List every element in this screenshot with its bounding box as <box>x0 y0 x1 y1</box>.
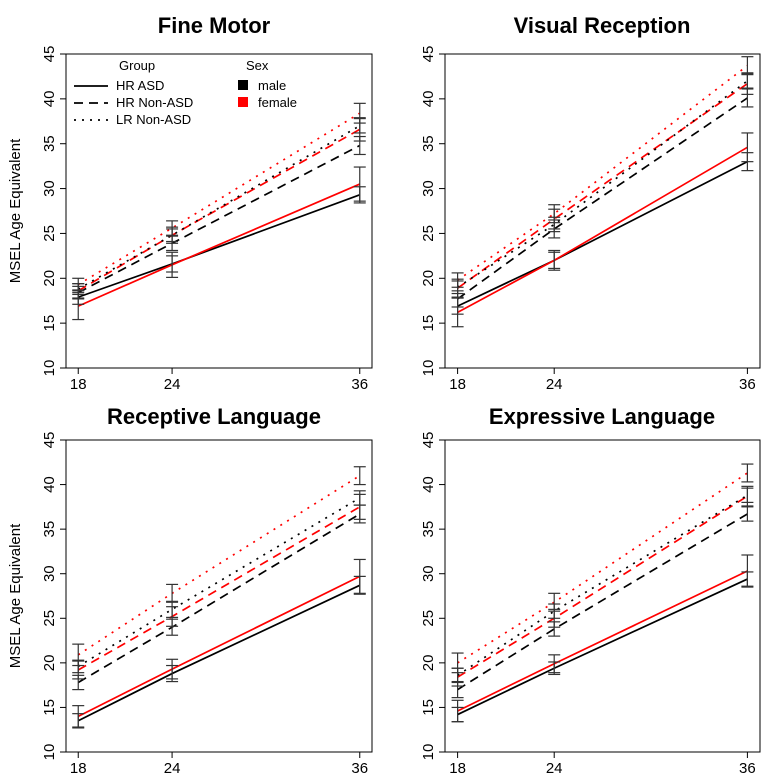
series-line-hr-asd-male <box>77 194 361 298</box>
series-line-hr-asd-male <box>457 160 748 307</box>
x-tick-label: 24 <box>546 760 563 776</box>
x-tick-label: 24 <box>164 760 181 776</box>
x-tick-label: 24 <box>164 376 181 393</box>
y-tick-label: 35 <box>420 135 437 152</box>
legend-sex-title: Sex <box>246 58 269 73</box>
plot-frame <box>65 439 373 753</box>
series-line-lr-non-asd-female <box>77 112 361 286</box>
y-tick-label: 10 <box>420 744 437 761</box>
y-tick-label: 40 <box>41 91 58 108</box>
panel-2: Receptive Language 10 15 20 25 30 35 40 45 18 24 36… <box>7 404 373 776</box>
legend-group-label: HR Non-ASD <box>116 95 193 110</box>
y-tick-label: 10 <box>41 744 58 761</box>
x-tick-label: 18 <box>449 760 466 776</box>
series-line-hr-asd-female <box>77 183 361 307</box>
series-line-hr-asd-female <box>457 146 748 314</box>
x-tick-label: 18 <box>70 376 87 393</box>
x-tick-label: 36 <box>739 760 756 776</box>
y-tick-label: 20 <box>41 655 58 672</box>
panel-title: Fine Motor <box>158 13 271 38</box>
y-tick-label: 20 <box>41 270 58 287</box>
y-tick-label: 15 <box>41 315 58 332</box>
series-line-hr-non-asd-male <box>457 97 748 300</box>
y-tick-label: 40 <box>420 91 437 108</box>
y-tick-label: 45 <box>420 46 437 63</box>
plot-frame <box>65 53 373 369</box>
panel-title: Receptive Language <box>107 404 321 429</box>
y-axis-label: MSEL Age Equivalent <box>7 523 24 668</box>
y-tick-label: 25 <box>41 225 58 242</box>
x-tick-label: 36 <box>739 376 756 393</box>
legend-sex-label: female <box>258 95 297 110</box>
panel-1: Visual Reception 10 15 20 25 30 35 40 45 18 24 36 <box>420 13 761 393</box>
legend-swatch-male <box>238 80 248 90</box>
plot-frame <box>444 439 761 753</box>
y-tick-label: 20 <box>420 655 437 672</box>
series-line-hr-non-asd-female <box>457 495 748 678</box>
y-tick-label: 10 <box>420 360 437 377</box>
y-tick-label: 30 <box>420 565 437 582</box>
y-tick-label: 30 <box>41 565 58 582</box>
y-tick-label: 15 <box>41 699 58 716</box>
y-tick-label: 45 <box>420 432 437 449</box>
series-line-lr-non-asd-male <box>77 497 361 668</box>
y-tick-label: 35 <box>41 521 58 538</box>
x-tick-label: 18 <box>449 376 466 393</box>
series-line-lr-non-asd-female <box>77 474 361 656</box>
legend: Group Sex HR ASD HR Non-ASD LR Non-ASD male fe… <box>74 58 297 127</box>
y-tick-label: 40 <box>41 476 58 493</box>
series-line-lr-non-asd-male <box>457 494 748 677</box>
y-tick-label: 25 <box>420 225 437 242</box>
y-tick-label: 15 <box>420 315 437 332</box>
y-tick-label: 20 <box>420 270 437 287</box>
series-line-hr-asd-male <box>77 584 361 722</box>
series-line-hr-non-asd-male <box>77 144 361 294</box>
series-line-hr-asd-female <box>457 570 748 712</box>
x-tick-label: 24 <box>546 376 563 393</box>
x-tick-label: 36 <box>351 760 368 776</box>
plot-frame <box>444 53 761 369</box>
legend-group-label: LR Non-ASD <box>116 112 191 127</box>
y-tick-label: 30 <box>41 180 58 197</box>
x-tick-label: 18 <box>70 760 87 776</box>
y-tick-label: 10 <box>41 360 58 377</box>
series-line-hr-non-asd-female <box>457 82 748 289</box>
legend-group-title: Group <box>119 58 155 73</box>
panel-title: Visual Reception <box>514 13 691 38</box>
legend-sex-label: male <box>258 78 286 93</box>
y-tick-label: 45 <box>41 432 58 449</box>
y-tick-label: 30 <box>420 180 437 197</box>
panel-3: Expressive Language 10 15 20 25 30 35 40 45 18 24 3… <box>420 404 761 776</box>
y-tick-label: 45 <box>41 46 58 63</box>
legend-group-label: HR ASD <box>116 78 164 93</box>
y-tick-label: 40 <box>420 476 437 493</box>
series-line-hr-non-asd-male <box>77 513 361 684</box>
series-line-lr-non-asd-female <box>457 472 748 664</box>
y-tick-label: 25 <box>420 610 437 627</box>
series-line-hr-non-asd-male <box>457 513 748 691</box>
panel-title: Expressive Language <box>489 404 715 429</box>
panel-0: Fine Motor 10 15 20 25 30 35 40 45 18 24 36 MSEL Age… <box>7 13 373 393</box>
y-axis-label: MSEL Age Equivalent <box>7 138 24 283</box>
y-tick-label: 15 <box>420 699 437 716</box>
y-tick-label: 35 <box>41 135 58 152</box>
y-tick-label: 35 <box>420 521 437 538</box>
y-tick-label: 25 <box>41 610 58 627</box>
x-tick-label: 36 <box>351 376 368 393</box>
series-line-lr-non-asd-male <box>77 125 361 290</box>
legend-swatch-female <box>238 97 248 107</box>
